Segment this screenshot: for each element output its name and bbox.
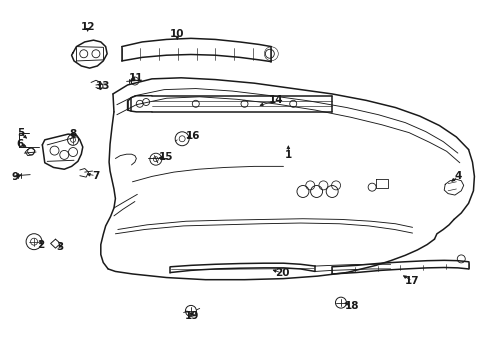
Text: 14: 14 [268, 95, 283, 105]
Text: 5: 5 [17, 128, 24, 138]
Text: 8: 8 [69, 129, 77, 139]
Text: 10: 10 [170, 29, 184, 39]
Text: 19: 19 [184, 311, 199, 320]
Text: 15: 15 [159, 152, 173, 162]
Text: 17: 17 [405, 276, 419, 286]
Text: 18: 18 [344, 301, 358, 311]
Text: 11: 11 [129, 73, 143, 83]
Text: 12: 12 [80, 22, 95, 32]
Text: 20: 20 [275, 268, 289, 278]
Text: 13: 13 [96, 81, 110, 91]
Text: 9: 9 [12, 172, 19, 182]
Text: 4: 4 [453, 171, 461, 181]
Text: 16: 16 [186, 131, 200, 141]
Text: 2: 2 [37, 239, 44, 249]
Text: 3: 3 [57, 242, 64, 252]
Text: 1: 1 [284, 150, 291, 160]
Text: 6: 6 [17, 139, 24, 149]
Text: 7: 7 [92, 171, 100, 181]
